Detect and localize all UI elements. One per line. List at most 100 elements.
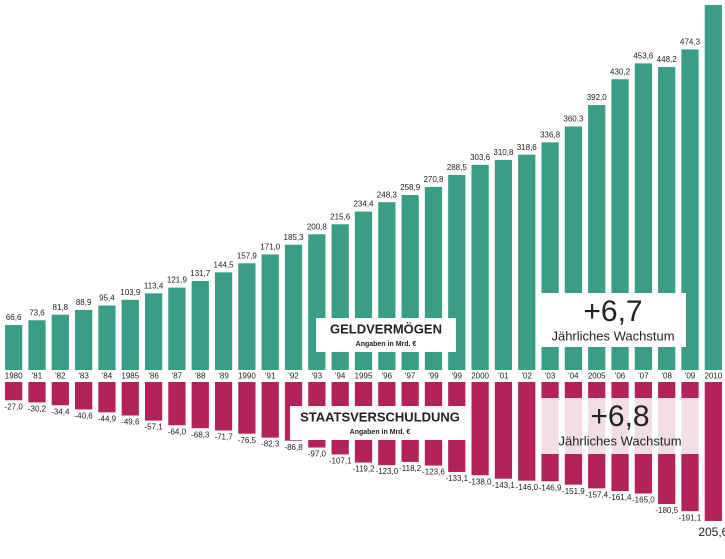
bar <box>494 159 513 370</box>
value-label: 234,4 <box>353 200 374 209</box>
bar <box>214 272 233 370</box>
x-tick-label: '81 <box>32 372 43 381</box>
bar <box>518 154 536 370</box>
bar <box>471 164 489 370</box>
growth-label: Jährliches Wachstum <box>558 433 681 448</box>
bar <box>5 324 23 370</box>
value-label: 453,6 <box>633 52 654 61</box>
x-tick-label: '88 <box>195 372 206 381</box>
x-tick-label: '91 <box>265 372 276 381</box>
value-label: -64,0 <box>168 427 187 436</box>
value-label: 103,9 <box>120 288 141 297</box>
bar <box>494 382 513 479</box>
x-tick-label: 1995 <box>355 372 373 381</box>
value-label: 310,8 <box>493 148 514 157</box>
value-label: 121,9 <box>167 276 188 285</box>
bar <box>191 382 209 429</box>
value-label: -27,0 <box>5 402 24 411</box>
bar <box>168 382 186 426</box>
bar <box>5 382 23 401</box>
bar <box>471 382 489 476</box>
value-label: 66,6 <box>6 313 22 322</box>
value-label: 81,8 <box>53 303 69 312</box>
growth-box <box>541 398 699 454</box>
value-label: -157,4 <box>585 491 608 500</box>
value-label: -133,1 <box>445 474 468 483</box>
value-label: 185,3 <box>284 233 305 242</box>
bar <box>681 49 699 371</box>
bar <box>284 244 303 370</box>
value-label: 205,6 <box>698 525 725 539</box>
value-label: 270,8 <box>423 175 444 184</box>
x-tick-label: '94 <box>335 372 346 381</box>
value-label: 303,6 <box>470 153 491 162</box>
bar <box>121 382 139 416</box>
x-tick-label: '03 <box>545 372 556 381</box>
value-label: 113,4 <box>144 281 164 290</box>
value-label: 474,3 <box>680 38 701 47</box>
value-label: -146,9 <box>539 483 562 492</box>
x-tick-label: '96 <box>382 372 393 381</box>
bar <box>238 382 256 434</box>
value-label: -118,2 <box>399 464 422 473</box>
x-tick-label: '01 <box>498 372 509 381</box>
value-label: -57,1 <box>144 423 163 432</box>
x-tick-label: '87 <box>172 372 183 381</box>
bar <box>704 5 722 370</box>
value-label: -107,1 <box>329 457 352 466</box>
bar <box>144 382 163 421</box>
value-label: 448,2 <box>657 55 678 64</box>
x-tick-label: 1980 <box>5 372 23 381</box>
value-label: -49,6 <box>121 418 140 427</box>
series-title: STAATSVERSCHULDUNG <box>300 409 460 424</box>
value-label: -180,5 <box>655 506 678 515</box>
value-label: -68,3 <box>191 430 210 439</box>
x-tick-label: '07 <box>638 372 649 381</box>
x-tick-label: '09 <box>685 372 696 381</box>
bar <box>518 382 536 481</box>
x-tick-label: '93 <box>312 372 323 381</box>
value-label: -151,9 <box>562 487 585 496</box>
value-label: 392,0 <box>587 93 608 102</box>
growth-label: Jährliches Wachstum <box>551 328 674 343</box>
annotation: Angaben in Mrd. € <box>356 341 417 348</box>
value-label: 73,6 <box>29 308 45 317</box>
value-label: -161,4 <box>609 493 632 502</box>
value-label: -30,2 <box>28 405 47 414</box>
x-tick-label: 1985 <box>121 372 139 381</box>
value-label: -191,1 <box>679 513 702 522</box>
value-label: -71,7 <box>214 433 233 442</box>
value-label: 248,3 <box>377 190 398 199</box>
x-tick-label: 1990 <box>238 372 256 381</box>
value-label: -143,1 <box>492 481 515 490</box>
bar <box>261 382 279 438</box>
series-title: GELDVERMÖGEN <box>330 321 442 336</box>
bar <box>51 382 69 406</box>
x-tick-label: 2005 <box>588 372 606 381</box>
label-box <box>290 406 470 440</box>
value-label: 360,3 <box>563 115 584 124</box>
x-tick-label: '84 <box>102 372 113 381</box>
bar <box>74 309 93 370</box>
value-label: 131,7 <box>190 269 211 278</box>
x-tick-label: '92 <box>288 372 299 381</box>
x-tick-label: '89 <box>218 372 229 381</box>
value-label: 200,8 <box>307 222 328 231</box>
value-label: 258,9 <box>400 183 421 192</box>
growth-value: +6,7 <box>583 295 642 328</box>
value-label: -82,3 <box>261 440 280 449</box>
bar <box>261 254 279 370</box>
x-tick-label: 2010 <box>704 372 722 381</box>
bar <box>98 305 116 370</box>
bar <box>704 382 722 521</box>
bar <box>98 382 116 413</box>
growth-box <box>540 293 686 347</box>
value-label: 144,5 <box>214 260 235 269</box>
x-tick-label: '08 <box>661 372 672 381</box>
value-label: -76,5 <box>238 436 257 445</box>
bar <box>74 382 93 410</box>
value-label: -86,8 <box>284 443 303 452</box>
value-label: -119,2 <box>352 465 375 474</box>
bar <box>191 280 209 370</box>
